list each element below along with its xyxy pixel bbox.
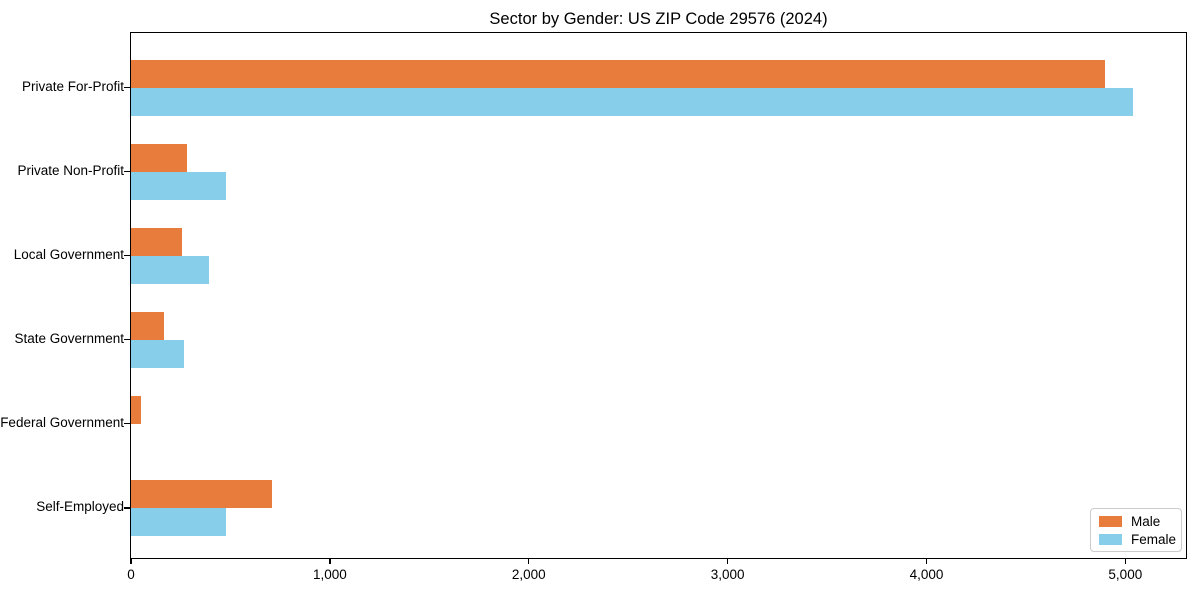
x-tick-label: 0 <box>127 567 135 582</box>
bar-female-2 <box>131 255 209 284</box>
bar-male-1 <box>131 143 187 172</box>
x-tick-label: 5,000 <box>1108 567 1143 582</box>
bar-male-5 <box>131 480 273 508</box>
x-tick <box>726 558 729 564</box>
legend-label-female: Female <box>1131 532 1177 547</box>
legend-label-male: Male <box>1131 514 1161 529</box>
legend-entry-male: Male <box>1099 514 1173 529</box>
x-tick-label: 3,000 <box>710 567 745 582</box>
female-swatch-icon <box>1099 534 1122 545</box>
y-tick <box>123 254 130 257</box>
y-axis-label: Self-Employed <box>36 499 124 514</box>
y-tick <box>123 507 130 509</box>
y-axis-label: State Government <box>14 330 124 346</box>
x-tick <box>527 558 530 564</box>
y-tick <box>123 338 130 341</box>
x-tick-label: 4,000 <box>909 567 944 582</box>
x-tick-label: 2,000 <box>511 567 546 582</box>
bar-male-2 <box>131 227 182 256</box>
x-tick <box>1124 558 1127 564</box>
y-tick <box>123 86 130 88</box>
y-axis-label: Federal Government <box>0 414 124 430</box>
chart-title: Sector by Gender: US ZIP Code 29576 (202… <box>489 10 828 28</box>
bar-female-5 <box>131 508 227 536</box>
bar-male-0 <box>131 59 1106 88</box>
y-tick <box>123 422 130 425</box>
x-tick <box>130 558 132 564</box>
y-axis-label: Private For-Profit <box>21 78 124 94</box>
y-axis-label: Local Government <box>13 246 124 262</box>
bar-female-1 <box>131 171 227 200</box>
bar-male-3 <box>131 311 164 340</box>
bar-male-4 <box>131 395 141 424</box>
y-axis-labels: Private For-Profit Private Non-Profit Loca… <box>0 0 124 600</box>
legend-entry-female: Female <box>1099 532 1177 547</box>
y-axis-label: Private Non-Profit <box>17 162 124 178</box>
x-axis: 0 1,000 2,000 3,000 4,000 5,000 <box>127 558 1187 598</box>
bar-female-3 <box>131 339 184 368</box>
x-tick <box>925 558 928 564</box>
y-tick <box>123 170 130 173</box>
x-tick <box>329 558 331 564</box>
male-swatch-icon <box>1099 516 1122 527</box>
bar-female-0 <box>131 87 1134 116</box>
plot-area <box>123 32 1187 559</box>
legend: Male Female <box>1090 508 1182 552</box>
x-tick-label: 1,000 <box>312 567 347 582</box>
